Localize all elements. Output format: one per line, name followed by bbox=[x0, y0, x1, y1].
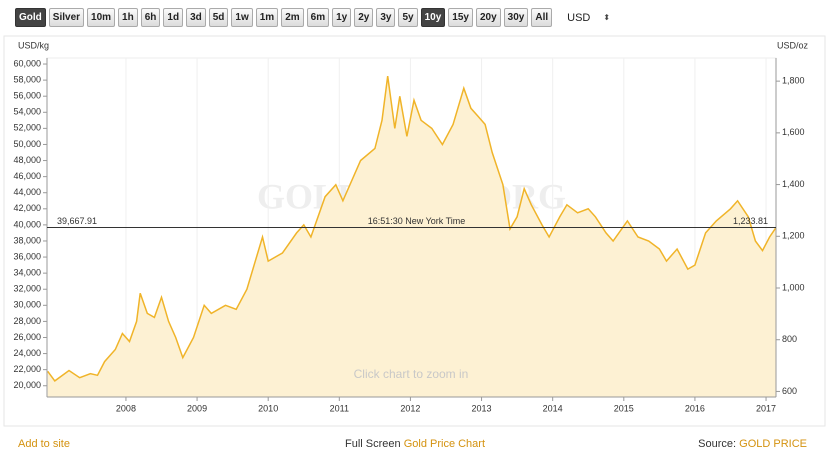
x-tick-label: 2008 bbox=[116, 403, 136, 413]
crosshair-right-label: 1,233.81 bbox=[733, 216, 768, 226]
y2-tick-label: 1,000 bbox=[782, 282, 805, 292]
fullscreen-link-text: Gold Price Chart bbox=[403, 438, 486, 450]
range-button[interactable]: 6m bbox=[306, 8, 330, 27]
y-tick-label: 46,000 bbox=[13, 171, 41, 181]
range-button[interactable]: 1d bbox=[163, 8, 184, 27]
range-button[interactable]: 1y bbox=[332, 8, 352, 27]
range-button[interactable]: 5d bbox=[208, 8, 229, 27]
source: Source: GOLD PRICE bbox=[698, 438, 807, 450]
y-tick-label: 28,000 bbox=[13, 316, 41, 326]
crosshair-time: 16:51:30 New York Time bbox=[368, 216, 466, 226]
y-tick-label: 20,000 bbox=[13, 380, 41, 390]
y-axis-label: USD/kg bbox=[18, 40, 49, 50]
currency-select[interactable]: USD bbox=[567, 11, 591, 24]
range-button[interactable]: Gold bbox=[15, 8, 46, 27]
y-tick-label: 50,000 bbox=[13, 139, 41, 149]
y-tick-label: 26,000 bbox=[13, 332, 41, 342]
x-tick-label: 2017 bbox=[756, 403, 776, 413]
range-button[interactable]: All bbox=[531, 8, 553, 27]
y-tick-label: 24,000 bbox=[13, 348, 41, 358]
x-tick-label: 2009 bbox=[187, 403, 207, 413]
y2-tick-label: 600 bbox=[782, 386, 797, 396]
footer: Add to site Full Screen Gold Price Chart… bbox=[0, 430, 829, 459]
y-tick-label: 52,000 bbox=[13, 123, 41, 133]
y2-axis-label: USD/oz bbox=[777, 40, 809, 50]
y-tick-label: 32,000 bbox=[13, 284, 41, 294]
range-button[interactable]: 30y bbox=[503, 8, 529, 27]
range-button[interactable]: 15y bbox=[448, 8, 473, 27]
x-tick-label: 2012 bbox=[400, 403, 420, 413]
zoom-hint: Click chart to zoom in bbox=[354, 367, 469, 381]
range-button[interactable]: 1h bbox=[118, 8, 138, 27]
y-tick-label: 56,000 bbox=[13, 91, 41, 101]
y-tick-label: 58,000 bbox=[13, 74, 41, 84]
fullscreen-text: Full Screen bbox=[345, 438, 404, 450]
y-tick-label: 44,000 bbox=[13, 187, 41, 197]
y2-tick-label: 800 bbox=[782, 334, 797, 344]
chart: USD/kg USD/oz GOLDPRICE.ORG2008200920102… bbox=[3, 35, 826, 427]
x-tick-label: 2013 bbox=[472, 403, 492, 413]
add-to-site[interactable]: Add to site bbox=[18, 438, 70, 450]
chart-frame bbox=[3, 35, 826, 427]
range-button[interactable]: 2y bbox=[354, 8, 374, 27]
x-tick-label: 2014 bbox=[543, 403, 563, 413]
y-tick-label: 22,000 bbox=[13, 364, 41, 374]
range-button[interactable]: Silver bbox=[48, 8, 85, 27]
range-button[interactable]: 3y bbox=[376, 8, 396, 27]
y-tick-label: 54,000 bbox=[13, 107, 41, 117]
x-tick-label: 2016 bbox=[685, 403, 705, 413]
range-button[interactable]: 10m bbox=[87, 8, 116, 27]
x-tick-label: 2015 bbox=[614, 403, 634, 413]
y-tick-label: 34,000 bbox=[13, 268, 41, 278]
toolbar: Gold Silver 10m 1h 6h 1d 3d 5d 1w 1m 2m 6m 1y 2y 3y 5y 1… bbox=[15, 8, 610, 27]
range-button[interactable]: 5y bbox=[398, 8, 418, 27]
crosshair-left-label: 39,667.91 bbox=[57, 216, 97, 226]
y2-tick-label: 1,200 bbox=[782, 231, 805, 241]
y-tick-label: 42,000 bbox=[13, 203, 41, 213]
source-text: Source: bbox=[698, 438, 740, 450]
y-tick-label: 30,000 bbox=[13, 300, 41, 310]
y-tick-label: 48,000 bbox=[13, 155, 41, 165]
price-line bbox=[47, 75, 777, 382]
x-tick-label: 2010 bbox=[258, 403, 278, 413]
y2-tick-label: 1,400 bbox=[782, 179, 805, 189]
y-tick-label: 60,000 bbox=[13, 58, 41, 68]
x-tick-label: 2011 bbox=[330, 403, 349, 413]
range-button[interactable]: 1m bbox=[255, 8, 279, 27]
range-button[interactable]: 10y bbox=[420, 8, 446, 27]
fullscreen-link[interactable]: Full Screen Gold Price Chart bbox=[345, 438, 485, 450]
select-arrow[interactable]: ⬍ bbox=[603, 13, 611, 22]
price-area bbox=[47, 76, 776, 397]
y-tick-label: 36,000 bbox=[13, 251, 41, 261]
y-tick-label: 38,000 bbox=[13, 235, 41, 245]
range-button[interactable]: 6h bbox=[140, 8, 161, 27]
range-button[interactable]: 1w bbox=[231, 8, 253, 27]
range-button[interactable]: 20y bbox=[475, 8, 501, 27]
y2-tick-label: 1,800 bbox=[782, 76, 805, 86]
source-link[interactable]: GOLD PRICE bbox=[739, 438, 807, 450]
range-button[interactable]: 2m bbox=[281, 8, 304, 27]
y-tick-label: 40,000 bbox=[13, 219, 41, 229]
range-button[interactable]: 3d bbox=[186, 8, 206, 27]
y2-tick-label: 1,600 bbox=[782, 127, 805, 137]
